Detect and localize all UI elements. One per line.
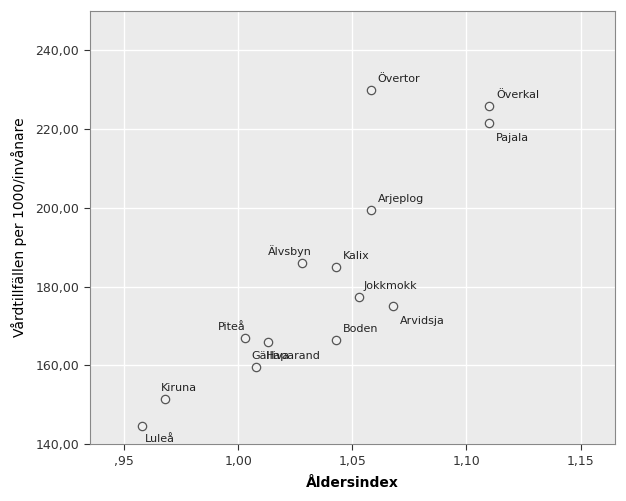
Point (485, 102, 495, 110)
Point (297, 259, 307, 267)
Point (366, 206, 376, 214)
Point (366, 86, 376, 94)
Text: Arvidsja: Arvidsja (400, 316, 445, 326)
Text: Gälliva: Gälliva (252, 352, 290, 361)
Text: Haparand: Haparand (265, 352, 321, 361)
Point (331, 336, 341, 344)
Point (263, 338, 273, 346)
Text: Jokkmokk: Jokkmokk (364, 281, 418, 291)
Text: Övertor: Övertor (377, 74, 420, 84)
Point (160, 395, 170, 403)
Text: Piteå: Piteå (218, 322, 245, 332)
Text: Överkal: Överkal (496, 90, 539, 100)
Text: Kalix: Kalix (343, 251, 370, 261)
Point (240, 334, 250, 342)
Text: Älvsbyn: Älvsbyn (268, 245, 312, 257)
Text: Pajala: Pajala (496, 133, 529, 143)
Point (485, 119, 495, 127)
X-axis label: Åldersindex: Åldersindex (306, 476, 399, 490)
Point (252, 363, 262, 371)
Text: Arjeplog: Arjeplog (377, 194, 424, 204)
Point (354, 293, 364, 301)
Point (388, 302, 398, 310)
Point (137, 422, 147, 430)
Text: Luleå: Luleå (145, 434, 175, 444)
Point (331, 263, 341, 271)
Text: Kiruna: Kiruna (160, 383, 197, 393)
Y-axis label: Vårdtillfällen per 1000/invånare: Vårdtillfällen per 1000/invånare (11, 118, 27, 338)
Text: Boden: Boden (343, 324, 379, 334)
